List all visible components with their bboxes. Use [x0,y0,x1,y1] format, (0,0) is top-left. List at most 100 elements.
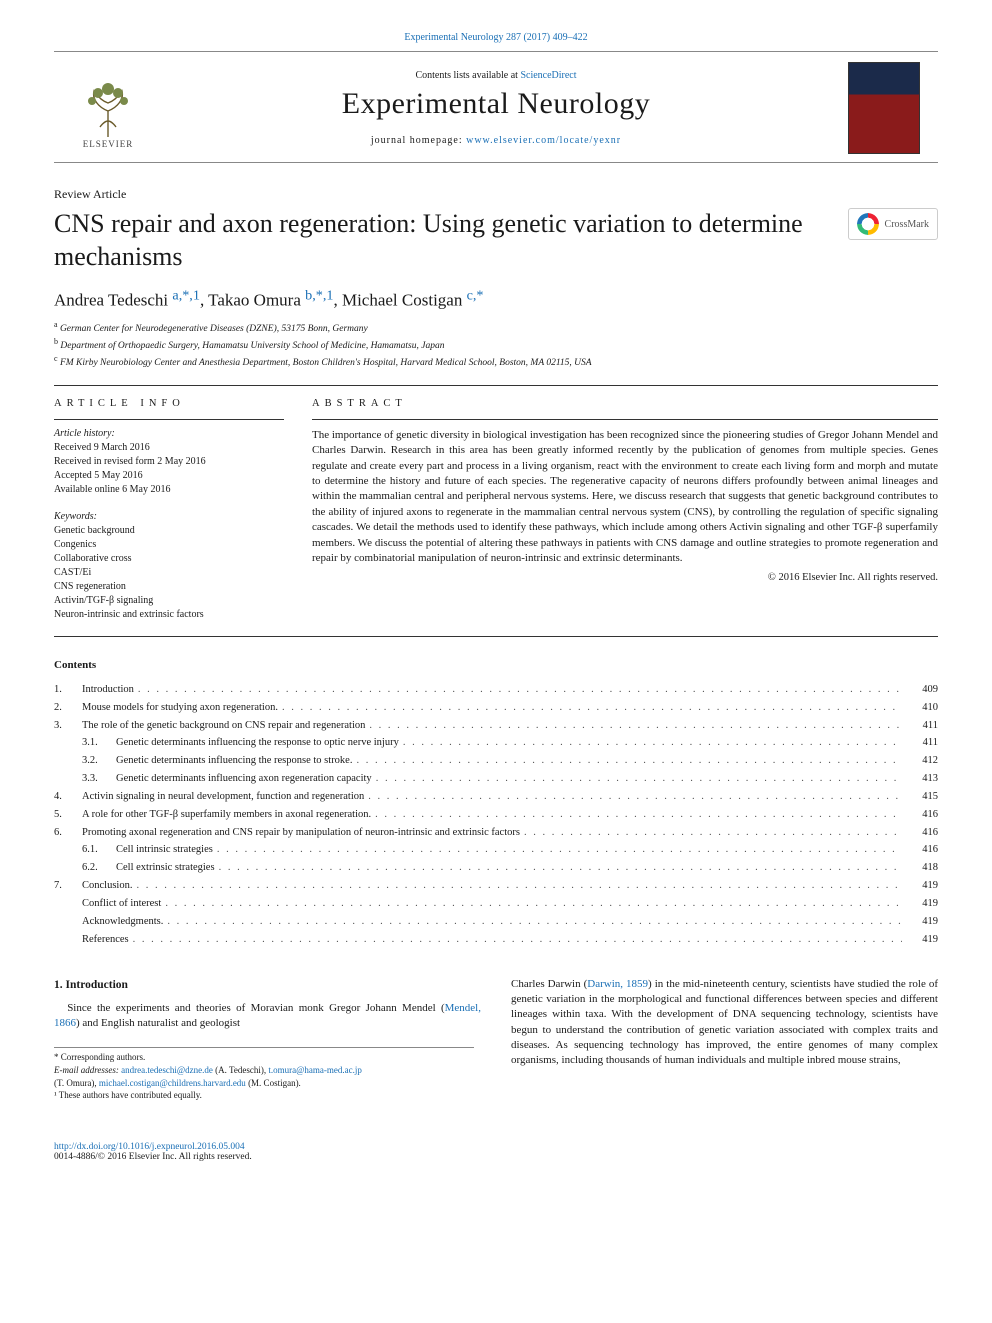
toc-dots [219,859,902,877]
author-1: Andrea Tedeschi [54,291,168,310]
intro-para-right: Charles Darwin (Darwin, 1859) in the mid… [511,977,938,1069]
homepage-prefix: journal homepage: [371,135,466,146]
toc-dots [217,841,902,859]
abstract-head: abstract [312,398,938,409]
keyword: Congenics [54,538,284,552]
doi-link[interactable]: http://dx.doi.org/10.1016/j.expneurol.20… [54,1142,245,1152]
cite-darwin[interactable]: Darwin, 1859 [587,978,648,990]
history-label: Article history: [54,428,284,439]
toc-dots [369,717,902,735]
author-2-sup[interactable]: b,*,1 [305,291,333,310]
toc-page: 412 [906,752,938,770]
toc-row[interactable]: 2.Mouse models for studying axon regener… [54,699,938,717]
article-title: CNS repair and axon regeneration: Using … [54,208,834,273]
footer: http://dx.doi.org/10.1016/j.expneurol.20… [54,1142,938,1162]
toc-label: Cell extrinsic strategies [116,859,215,877]
table-of-contents: 1.Introduction4092.Mouse models for stud… [54,681,938,949]
toc-label: A role for other TGF-β superfamily membe… [82,806,371,824]
toc-page: 419 [906,931,938,949]
abstract-text: The importance of genetic diversity in b… [312,428,938,567]
toc-dots [375,806,902,824]
toc-dots [138,681,902,699]
affiliation: b Department of Orthopaedic Surgery, Ham… [54,336,938,353]
abstract: abstract The importance of genetic diver… [312,398,938,622]
toc-label: Mouse models for studying axon regenerat… [82,699,278,717]
contents-available: Contents lists available at ScienceDirec… [144,70,848,81]
toc-label: Promoting axonal regeneration and CNS re… [82,824,520,842]
contents-prefix: Contents lists available at [415,70,520,81]
toc-row[interactable]: 3.2.Genetic determinants influencing the… [54,752,938,770]
toc-row[interactable]: 4.Activin signaling in neural developmen… [54,788,938,806]
toc-label: Genetic determinants influencing the res… [116,734,399,752]
keyword: CNS regeneration [54,580,284,594]
rule-info-bottom [54,636,938,637]
toc-label: Cell intrinsic strategies [116,841,213,859]
email-3-who: (M. Costigan). [248,1078,301,1088]
toc-row[interactable]: 6.1.Cell intrinsic strategies416 [54,841,938,859]
toc-dots [403,734,902,752]
toc-label: References [82,931,129,949]
journal-cover-thumb [848,62,920,154]
keywords-label: Keywords: [54,511,284,522]
header-citation-link[interactable]: Experimental Neurology 287 (2017) 409–42… [404,32,587,43]
author-3: Michael Costigan [342,291,462,310]
elsevier-label: ELSEVIER [83,139,134,149]
toc-page: 410 [906,699,938,717]
sciencedirect-link[interactable]: ScienceDirect [520,70,576,81]
intro-text-2b: ) in the mid-nineteenth century, scienti… [511,978,938,1067]
email-label: E-mail addresses: [54,1065,119,1075]
toc-label: Activin signaling in neural development,… [82,788,364,806]
toc-dots [167,913,902,931]
toc-row[interactable]: References 419 [54,931,938,949]
toc-row[interactable]: Conflict of interest419 [54,895,938,913]
abstract-copyright: © 2016 Elsevier Inc. All rights reserved… [312,572,938,583]
article-info-head: article info [54,398,284,409]
issn-line: 0014-4886/© 2016 Elsevier Inc. All right… [54,1152,938,1162]
toc-row[interactable]: 6.2.Cell extrinsic strategies418 [54,859,938,877]
toc-page: 419 [906,895,938,913]
toc-num: 3. [54,717,82,735]
article-type: Review Article [54,187,938,202]
author-3-sup[interactable]: c,* [467,291,484,310]
journal-name: Experimental Neurology [144,87,848,121]
toc-dots [524,824,902,842]
toc-page: 419 [906,913,938,931]
crossmark-badge[interactable]: CrossMark [848,208,938,240]
toc-row[interactable]: 5.A role for other TGF-β superfamily mem… [54,806,938,824]
intro-text-2a: Charles Darwin ( [511,978,587,990]
affiliations: a German Center for Neurodegenerative Di… [54,319,938,371]
authors: Andrea Tedeschi a,*,1, Takao Omura b,*,1… [54,287,938,311]
toc-dots [133,931,902,949]
email-2[interactable]: t.omura@hama-med.ac.jp [268,1065,362,1075]
toc-num: 1. [54,681,82,699]
footnote-corresponding: * Corresponding authors. [54,1051,474,1064]
email-3[interactable]: michael.costigan@childrens.harvard.edu [99,1078,246,1088]
toc-label: Genetic determinants influencing the res… [116,752,352,770]
journal-homepage: journal homepage: www.elsevier.com/locat… [144,135,848,146]
keyword: Genetic background [54,524,284,538]
toc-row[interactable]: 6.Promoting axonal regeneration and CNS … [54,824,938,842]
email-1[interactable]: andrea.tedeschi@dzne.de [121,1065,213,1075]
keyword: Collaborative cross [54,552,284,566]
affiliation: a German Center for Neurodegenerative Di… [54,319,938,336]
toc-row[interactable]: 1.Introduction409 [54,681,938,699]
history-line: Available online 6 May 2016 [54,483,284,497]
header-citation: Experimental Neurology 287 (2017) 409–42… [54,32,938,43]
toc-row[interactable]: Acknowledgments.419 [54,913,938,931]
author-1-sup[interactable]: a,*,1 [172,291,200,310]
homepage-link[interactable]: www.elsevier.com/locate/yexnr [466,135,621,146]
elsevier-tree-icon [80,79,136,139]
toc-row[interactable]: 7.Conclusion.419 [54,877,938,895]
email-1-who: (A. Tedeschi), [215,1065,266,1075]
toc-num: 6. [54,824,82,842]
toc-page: 419 [906,877,938,895]
toc-page: 411 [906,734,938,752]
intro-para-left: Since the experiments and theories of Mo… [54,1001,481,1032]
toc-page: 415 [906,788,938,806]
toc-num: 3.2. [82,752,116,770]
toc-page: 416 [906,841,938,859]
toc-num: 5. [54,806,82,824]
toc-row[interactable]: 3.The role of the genetic background on … [54,717,938,735]
toc-row[interactable]: 3.3.Genetic determinants influencing axo… [54,770,938,788]
toc-row[interactable]: 3.1.Genetic determinants influencing the… [54,734,938,752]
